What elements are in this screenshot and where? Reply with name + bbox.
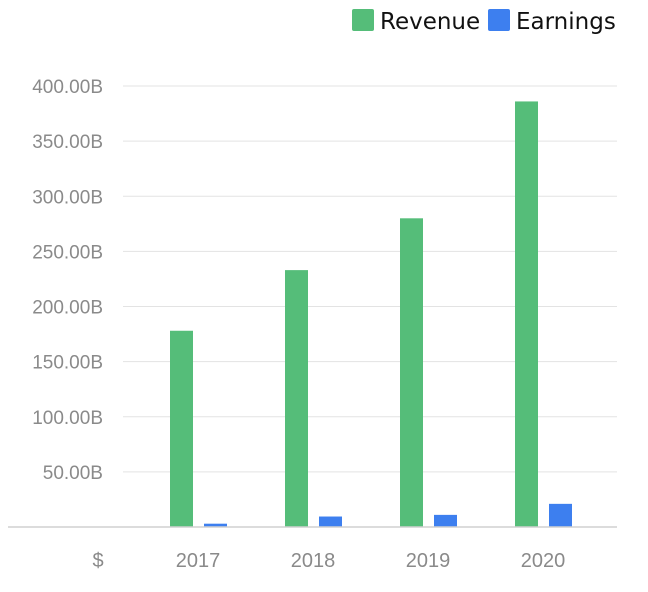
currency-label: $ [92, 550, 103, 572]
bars [170, 101, 572, 528]
y-tick-label: 350.00B [32, 132, 103, 153]
x-tick-label: 2018 [291, 550, 336, 572]
legend-label-earnings: Earnings [516, 9, 616, 35]
bar-earnings-2018 [319, 516, 342, 527]
bar-revenue-2017 [170, 330, 193, 527]
y-tick-label: 150.00B [32, 353, 103, 374]
y-axis-ticks: 50.00B 100.00B 150.00B 200.00B 250.00B 300.00… [32, 77, 103, 484]
legend: Revenue Earnings [352, 9, 616, 35]
x-tick-label: 2019 [406, 550, 451, 572]
bar-earnings-2019 [434, 514, 457, 527]
legend-swatch-revenue [352, 9, 374, 31]
gridlines [123, 85, 617, 473]
legend-swatch-earnings [488, 9, 510, 31]
x-tick-label: 2020 [521, 550, 566, 572]
y-tick-label: 100.00B [32, 408, 103, 429]
y-tick-label: 200.00B [32, 298, 103, 319]
bar-revenue-2020 [515, 101, 538, 527]
bar-revenue-2019 [400, 218, 423, 528]
bar-revenue-2018 [285, 270, 308, 527]
legend-label-revenue: Revenue [380, 9, 480, 35]
y-tick-label: 250.00B [32, 242, 103, 263]
bar-earnings-2017 [204, 523, 227, 527]
y-tick-label: 300.00B [32, 187, 103, 208]
bar-earnings-2020 [549, 503, 572, 527]
x-tick-label: 2017 [176, 550, 221, 572]
y-tick-label: 50.00B [43, 463, 103, 484]
y-tick-label: 400.00B [32, 77, 103, 98]
x-axis-ticks: 2017 2018 2019 2020 [176, 550, 566, 572]
